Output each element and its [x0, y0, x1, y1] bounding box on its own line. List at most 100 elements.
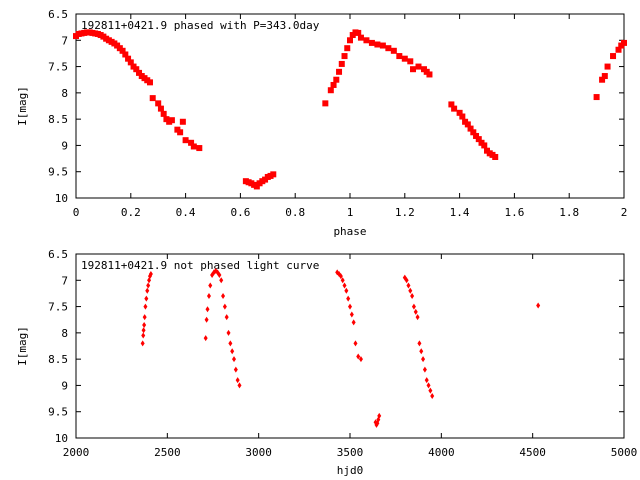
- data-point: [406, 282, 411, 289]
- data-point: [204, 316, 209, 323]
- data-point: [253, 183, 260, 190]
- data-point: [407, 58, 414, 65]
- data-point: [182, 137, 189, 144]
- data-point: [492, 153, 499, 160]
- y-tick-label: 8.5: [48, 113, 68, 126]
- data-point: [401, 55, 408, 62]
- data-point: [148, 270, 153, 277]
- data-point: [464, 121, 471, 128]
- x-tick-label: 1.2: [395, 206, 415, 219]
- data-point: [155, 100, 162, 107]
- data-point: [536, 302, 541, 309]
- data-point: [410, 293, 415, 300]
- data-point: [396, 53, 403, 60]
- data-point: [149, 95, 156, 102]
- data-point: [322, 100, 329, 107]
- data-point: [374, 41, 381, 48]
- data-point: [145, 287, 150, 294]
- data-point: [353, 340, 358, 347]
- y-tick-label: 9: [61, 379, 68, 392]
- data-point: [615, 46, 622, 53]
- data-point: [346, 295, 351, 302]
- data-point: [356, 353, 361, 360]
- data-point: [160, 110, 167, 117]
- y-tick-label: 9.5: [48, 406, 68, 419]
- x-tick-label: 0.2: [121, 206, 141, 219]
- y-tick-label: 8.5: [48, 353, 68, 366]
- x-tick-label: 1.6: [504, 206, 524, 219]
- data-point: [196, 145, 203, 152]
- data-point: [422, 366, 427, 373]
- y-tick-label: 7.5: [48, 301, 68, 314]
- y-tick-label: 8: [61, 87, 68, 100]
- data-point: [357, 34, 364, 41]
- data-point: [408, 287, 413, 294]
- data-point: [459, 113, 466, 120]
- data-point: [217, 272, 222, 279]
- data-point: [621, 39, 627, 46]
- data-point: [368, 39, 375, 46]
- data-point: [143, 303, 148, 310]
- data-point: [601, 73, 608, 80]
- data-point: [141, 327, 146, 334]
- data-point: [377, 412, 382, 419]
- x-axis-label: phase: [333, 225, 366, 238]
- chart-title: 192811+0421.9 not phased light curve: [81, 259, 319, 272]
- x-axis-label: hjd0: [337, 464, 364, 477]
- data-point: [208, 282, 213, 289]
- data-point: [232, 356, 237, 363]
- x-tick-label: 4000: [428, 446, 455, 459]
- data-point: [133, 66, 140, 73]
- data-point: [404, 277, 409, 284]
- data-point: [430, 392, 435, 399]
- x-tick-label: 2: [621, 206, 628, 219]
- data-point: [338, 60, 345, 67]
- data-point: [348, 303, 352, 310]
- data-point: [206, 293, 211, 300]
- data-point: [349, 311, 354, 318]
- data-point: [140, 340, 145, 347]
- data-point: [233, 366, 238, 373]
- data-point: [428, 387, 433, 394]
- data-point: [228, 340, 233, 347]
- data-point: [604, 63, 611, 70]
- data-point: [136, 69, 143, 76]
- data-point: [203, 335, 208, 342]
- data-point: [355, 29, 362, 36]
- data-point: [188, 139, 195, 146]
- data-point: [475, 136, 482, 143]
- data-point: [330, 81, 337, 88]
- data-point: [411, 303, 416, 310]
- data-point: [338, 273, 343, 280]
- data-point: [127, 59, 134, 66]
- data-point: [410, 66, 417, 73]
- data-point: [340, 277, 345, 284]
- data-point: [599, 76, 606, 83]
- data-point: [351, 319, 356, 326]
- data-point: [342, 282, 347, 289]
- data-point: [415, 63, 422, 70]
- x-tick-label: 0.6: [230, 206, 250, 219]
- x-tick-label: 0.4: [176, 206, 196, 219]
- data-point: [341, 53, 348, 60]
- data-point: [344, 287, 349, 294]
- data-point: [230, 348, 235, 355]
- data-point: [142, 321, 147, 328]
- data-point: [190, 143, 197, 150]
- data-point: [344, 45, 351, 52]
- data-point: [144, 295, 149, 302]
- x-tick-label: 3000: [245, 446, 272, 459]
- data-point: [333, 76, 340, 83]
- data-point: [222, 303, 227, 310]
- x-tick-label: 1: [347, 206, 354, 219]
- y-tick-label: 7: [61, 274, 68, 287]
- data-point: [224, 314, 229, 321]
- data-point: [424, 377, 429, 384]
- data-point: [146, 79, 153, 86]
- data-point: [327, 87, 334, 94]
- data-point: [363, 37, 370, 44]
- data-point: [146, 282, 151, 289]
- data-point: [593, 94, 600, 101]
- data-point: [347, 37, 353, 44]
- data-point: [142, 314, 147, 321]
